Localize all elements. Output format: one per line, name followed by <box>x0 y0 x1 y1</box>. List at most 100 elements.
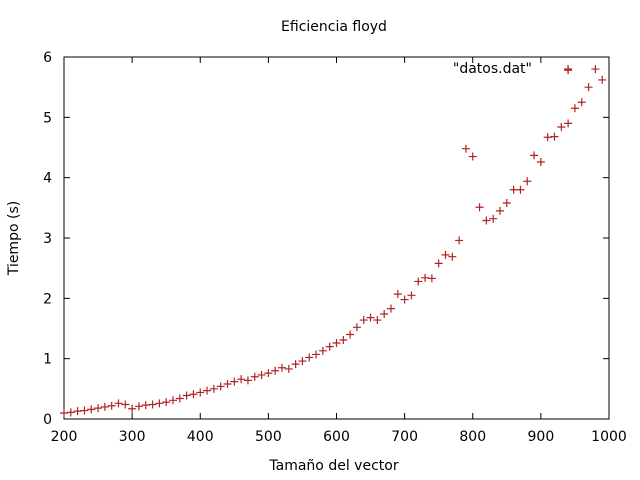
data-point <box>250 372 259 381</box>
data-point <box>175 394 184 403</box>
data-point <box>87 405 96 414</box>
data-point <box>73 407 82 416</box>
x-tick-label: 1000 <box>591 429 627 445</box>
data-point <box>448 252 457 261</box>
data-point <box>339 335 348 344</box>
data-point <box>352 323 361 332</box>
chart-title: Eficiencia floyd <box>281 19 387 35</box>
x-tick-label: 500 <box>255 429 282 445</box>
data-point <box>387 304 395 313</box>
y-tick-label: 3 <box>43 231 52 247</box>
data-point <box>496 206 504 215</box>
data-point <box>121 400 130 409</box>
data-point <box>189 390 198 399</box>
y-tick-label: 2 <box>43 291 52 307</box>
data-point <box>318 346 327 355</box>
data-point <box>141 401 150 410</box>
data-point <box>482 216 491 225</box>
data-point <box>475 203 484 212</box>
data-point <box>346 330 355 339</box>
data-point <box>216 382 225 391</box>
data-point <box>162 398 171 407</box>
data-point <box>243 376 252 385</box>
x-tick-label: 700 <box>391 429 418 445</box>
plot-frame <box>63 56 610 420</box>
data-point <box>60 408 68 417</box>
y-tick-label: 6 <box>43 50 52 66</box>
data-point <box>591 65 600 74</box>
data-point <box>407 291 416 300</box>
data-point <box>291 360 300 369</box>
data-point <box>128 404 137 413</box>
x-tick-label: 600 <box>323 429 350 445</box>
y-axis-label: Tiempo (s) <box>6 201 22 276</box>
data-point <box>271 366 280 375</box>
data-point <box>182 391 191 400</box>
data-point <box>312 350 321 359</box>
data-point <box>196 388 205 397</box>
data-point <box>66 408 75 417</box>
y-tick-label: 1 <box>43 352 52 368</box>
data-point <box>325 342 334 351</box>
data-point <box>80 406 89 415</box>
data-point <box>455 236 464 245</box>
x-tick-label: 800 <box>459 429 486 445</box>
data-point <box>400 295 409 304</box>
data-point <box>509 185 518 194</box>
x-tick-label: 300 <box>119 429 146 445</box>
data-point <box>427 274 436 283</box>
x-tick-label: 200 <box>51 429 78 445</box>
data-point <box>577 98 586 107</box>
x-axis-label: Tamaño del vector <box>268 458 398 474</box>
data-point <box>380 310 389 319</box>
data-point <box>359 316 368 325</box>
data-point <box>278 363 286 372</box>
y-tick-label: 5 <box>43 110 52 126</box>
legend-marker <box>564 65 572 73</box>
data-point <box>557 122 566 131</box>
x-tick-label: 900 <box>528 429 555 445</box>
data-points <box>60 65 607 417</box>
data-point <box>468 152 477 161</box>
data-point <box>94 404 103 413</box>
data-point <box>530 151 539 160</box>
data-point <box>434 259 443 268</box>
data-point <box>134 402 143 411</box>
data-point <box>203 386 212 395</box>
data-point <box>148 400 157 409</box>
data-point <box>502 199 511 208</box>
y-tick-label: 4 <box>43 171 52 187</box>
data-point <box>570 104 579 113</box>
data-point <box>550 132 559 141</box>
data-point <box>169 396 177 405</box>
data-point <box>536 157 545 166</box>
data-point <box>264 369 273 378</box>
legend: "datos.dat" <box>453 61 572 77</box>
data-point <box>461 144 470 153</box>
data-point <box>237 375 246 384</box>
data-point <box>421 273 430 282</box>
y-tick-label: 0 <box>43 412 52 428</box>
data-point <box>393 290 402 299</box>
legend-label: "datos.dat" <box>453 61 532 77</box>
data-point <box>584 83 593 92</box>
data-point <box>114 399 123 408</box>
data-point <box>284 364 293 373</box>
data-point <box>107 401 116 410</box>
data-point <box>564 119 573 128</box>
data-point <box>100 402 109 411</box>
data-point <box>489 214 498 223</box>
data-point <box>598 75 607 84</box>
data-point <box>523 177 532 186</box>
data-point <box>332 338 341 347</box>
data-point <box>305 353 314 362</box>
data-point <box>373 316 382 325</box>
data-point <box>366 313 375 322</box>
data-point <box>209 384 218 393</box>
data-point <box>441 250 450 259</box>
data-point <box>516 185 525 194</box>
data-point <box>230 377 239 386</box>
x-tick-label: 400 <box>187 429 214 445</box>
data-point <box>298 357 307 366</box>
